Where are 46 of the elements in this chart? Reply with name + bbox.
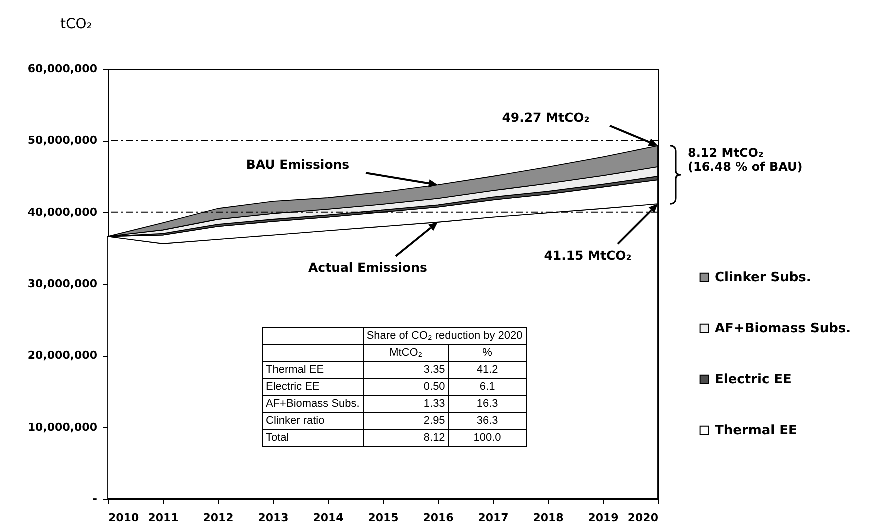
category-label: Clinker ratio: [262, 412, 364, 430]
category-label: Thermal EE: [262, 362, 364, 378]
data-label: 2.95: [363, 412, 449, 430]
annotation: BAU Emissions: [246, 157, 350, 172]
y-tick-label: 20,000,000: [28, 349, 98, 362]
text: MtCO₂: [363, 344, 449, 362]
data-label: 36.3: [448, 412, 526, 430]
x-tick-label: 2016: [423, 512, 454, 524]
y-tick-label: -: [92, 492, 98, 506]
data-label: 6.1: [448, 378, 526, 396]
data-label: 0.50: [363, 378, 449, 396]
legend-label: Clinker Subs.: [715, 270, 812, 286]
data-label: 8.12: [363, 430, 449, 446]
x-tick-label: 2019: [588, 512, 619, 524]
y-tick-label: 50,000,000: [28, 134, 98, 148]
x-tick-label: 2018: [533, 512, 564, 524]
data-label: 16.3: [448, 396, 526, 412]
x-tick-label: 2011: [148, 512, 179, 524]
y-tick-label: 30,000,000: [28, 278, 98, 290]
x-tick-label: 2020: [628, 512, 659, 524]
y-tick-label: 10,000,000: [28, 420, 98, 434]
legend-label: AF+Biomass Subs.: [715, 322, 852, 337]
x-tick-label: 2013: [258, 512, 289, 524]
x-tick-label: 2010: [108, 512, 140, 524]
x-tick-label: 2012: [203, 512, 234, 524]
data-label: 3.35: [363, 362, 449, 378]
legend-label: Electric EE: [715, 372, 792, 388]
data-label: 41.2: [448, 362, 526, 378]
x-tick-label: 2015: [368, 512, 399, 524]
y-tick-label: 60,000,000: [28, 62, 98, 76]
series-label: Actual Emissions: [308, 260, 428, 276]
x-tick-label: 2017: [478, 512, 509, 524]
x-tick-label: 2014: [313, 512, 344, 524]
annotation: 49.27 MtCO₂: [502, 110, 590, 125]
text: %: [448, 344, 526, 362]
category-label: AF+Biomass Subs.: [262, 396, 364, 412]
data-label: 1.33: [363, 396, 449, 412]
y-axis-title: tCO₂: [60, 16, 92, 32]
text: 8.12 MtCO₂ (16.48 % of BAU): [688, 146, 804, 174]
legend-label: Thermal EE: [715, 424, 798, 439]
category-label: Total: [262, 430, 364, 446]
data-label: 100.0: [448, 430, 526, 446]
annotation: 41.15 MtCO₂: [544, 248, 632, 264]
y-tick-label: 40,000,000: [28, 206, 98, 219]
category-label: Electric EE: [262, 378, 364, 396]
text: Share of CO₂ reduction by 2020: [363, 328, 526, 344]
